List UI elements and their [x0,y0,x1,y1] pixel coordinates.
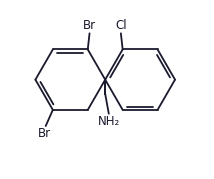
Text: NH₂: NH₂ [98,115,120,128]
Text: Cl: Cl [115,19,127,32]
Text: Br: Br [83,19,96,32]
Text: Br: Br [38,127,51,140]
